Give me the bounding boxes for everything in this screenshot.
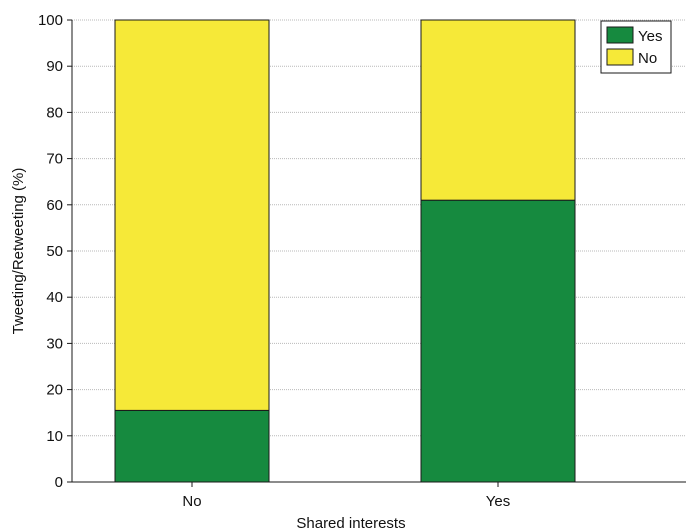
y-axis-title: Tweeting/Retweeting (%) bbox=[10, 168, 27, 335]
bar-segment bbox=[114, 409, 270, 483]
y-tick-label: 100 bbox=[38, 12, 63, 29]
x-tick-label: No bbox=[182, 493, 201, 510]
y-axis-ticks: 0 10 20 30 40 50 60 70 80 90 100 bbox=[38, 12, 72, 491]
legend-box bbox=[600, 20, 672, 74]
y-tick-label: 50 bbox=[46, 243, 63, 260]
bar-segment bbox=[114, 19, 270, 411]
y-tick-label: 40 bbox=[46, 289, 63, 306]
y-tick-label: 20 bbox=[46, 382, 63, 399]
x-axis-title: Shared interests bbox=[296, 515, 405, 532]
y-tick-label: 80 bbox=[46, 104, 63, 121]
legend-label: Yes bbox=[638, 28, 662, 45]
legend-swatch bbox=[606, 48, 634, 66]
legend-label: No bbox=[638, 50, 657, 67]
y-tick-label: 70 bbox=[46, 151, 63, 168]
legend-swatch bbox=[606, 26, 634, 44]
y-tick-label: 30 bbox=[46, 335, 63, 352]
x-axis-ticks: No Yes bbox=[182, 482, 510, 510]
y-tick-label: 10 bbox=[46, 428, 63, 445]
legend: Yes No bbox=[600, 20, 672, 74]
bar-segment bbox=[420, 199, 576, 483]
y-tick-label: 90 bbox=[46, 58, 63, 75]
y-tick-label: 0 bbox=[55, 474, 63, 491]
bar-segment bbox=[420, 19, 576, 201]
x-tick-label: Yes bbox=[486, 493, 510, 510]
bars bbox=[114, 19, 576, 483]
y-tick-label: 60 bbox=[46, 197, 63, 214]
